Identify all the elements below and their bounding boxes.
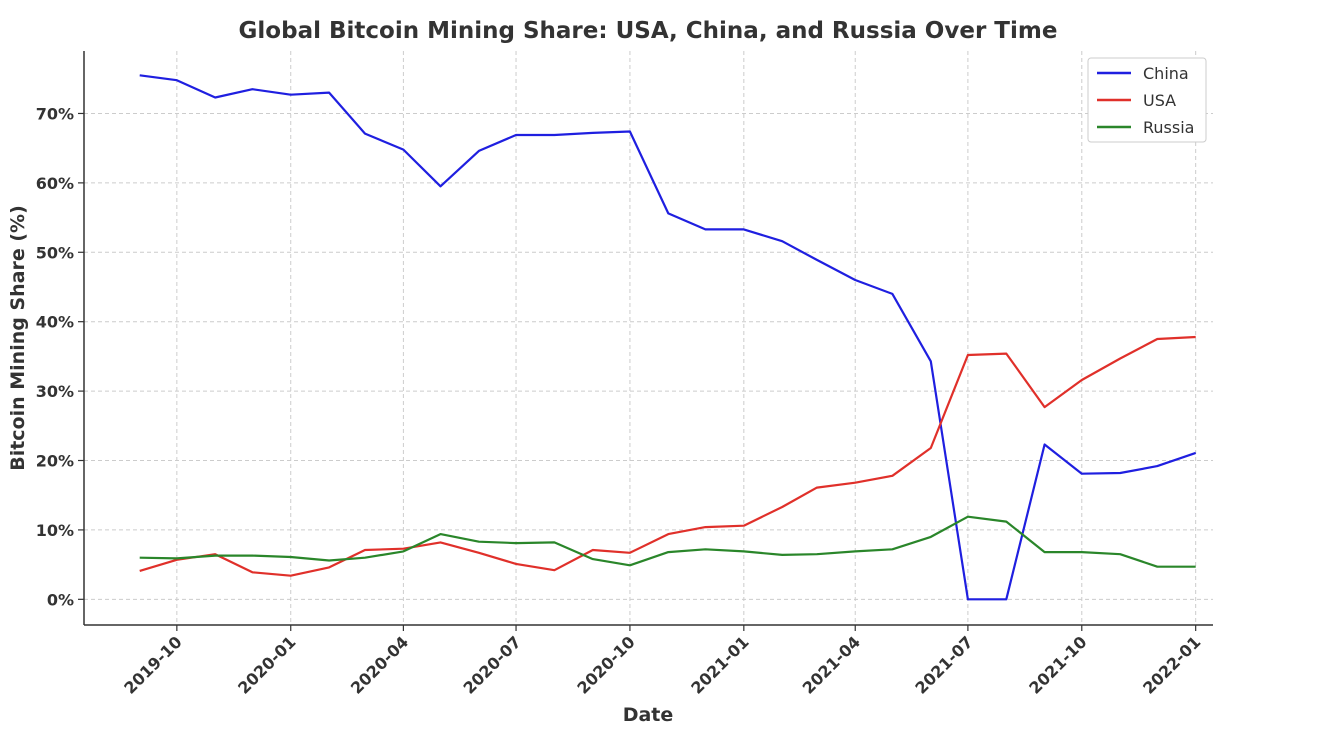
legend-label-china: China [1143, 64, 1189, 83]
series-line-china [139, 74, 1197, 601]
series-lines [139, 74, 1197, 601]
chart-title: Global Bitcoin Mining Share: USA, China,… [239, 18, 1058, 44]
y-tick-label: 70% [36, 104, 74, 123]
x-axis-label: Date [623, 704, 674, 726]
y-tick-label: 0% [47, 590, 74, 609]
grid [84, 51, 1213, 625]
axes [83, 51, 1213, 626]
legend: China USA Russia [1087, 57, 1207, 143]
x-tick-label: 2021-01 [687, 632, 752, 697]
y-tick-label: 20% [36, 452, 74, 471]
x-tick-label: 2020-01 [234, 632, 299, 697]
x-tick-label: 2019-10 [120, 632, 185, 697]
y-tick-label: 10% [36, 521, 74, 540]
x-tick-label: 2020-07 [460, 632, 525, 697]
y-tick-label: 30% [36, 382, 74, 401]
x-tick-label: 2020-04 [347, 632, 412, 697]
y-axis-label: Bitcoin Mining Share (%) [7, 205, 29, 471]
x-tick-label: 2021-10 [1025, 632, 1090, 697]
x-tick-label: 2022-01 [1139, 632, 1204, 697]
legend-label-russia: Russia [1143, 118, 1194, 137]
series-line-usa [139, 335, 1196, 577]
x-tick-label: 2021-04 [799, 632, 864, 697]
legend-box [1087, 57, 1207, 143]
y-tick-label: 40% [36, 313, 74, 332]
y-tick-label: 60% [36, 174, 74, 193]
x-tick-label: 2021-07 [911, 632, 976, 697]
y-tick-label: 50% [36, 243, 74, 262]
series-line-russia [139, 515, 1196, 568]
x-tick-label: 2020-10 [573, 632, 638, 697]
ticks: 0% 10% 20% 30% 40% 50% 60% 70% 2019-10 2020-01 202… [36, 104, 1205, 697]
legend-label-usa: USA [1143, 91, 1176, 110]
